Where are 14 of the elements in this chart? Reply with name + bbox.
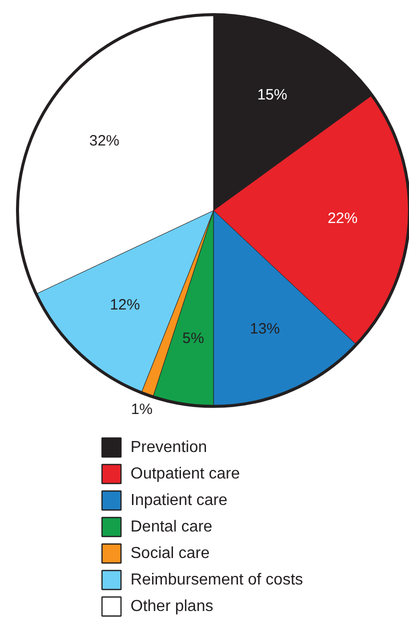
legend-label: Social care <box>130 545 210 562</box>
legend-label: Outpatient care <box>130 466 240 482</box>
legend-label: Prevention <box>130 439 207 456</box>
data-label: 22% <box>328 210 358 228</box>
legend-label: Reimbursement of costs <box>130 572 304 588</box>
legend-label: Inpatient care <box>130 492 228 509</box>
data-label: 15% <box>257 86 288 104</box>
legend-label: Dental care <box>130 518 212 536</box>
data-label: 32% <box>89 132 120 150</box>
legend-label: Other plans <box>130 598 214 615</box>
data-label: 12% <box>110 296 140 314</box>
data-label: 1% <box>130 401 153 418</box>
data-label: 5% <box>182 330 204 347</box>
data-label: 13% <box>250 320 280 338</box>
